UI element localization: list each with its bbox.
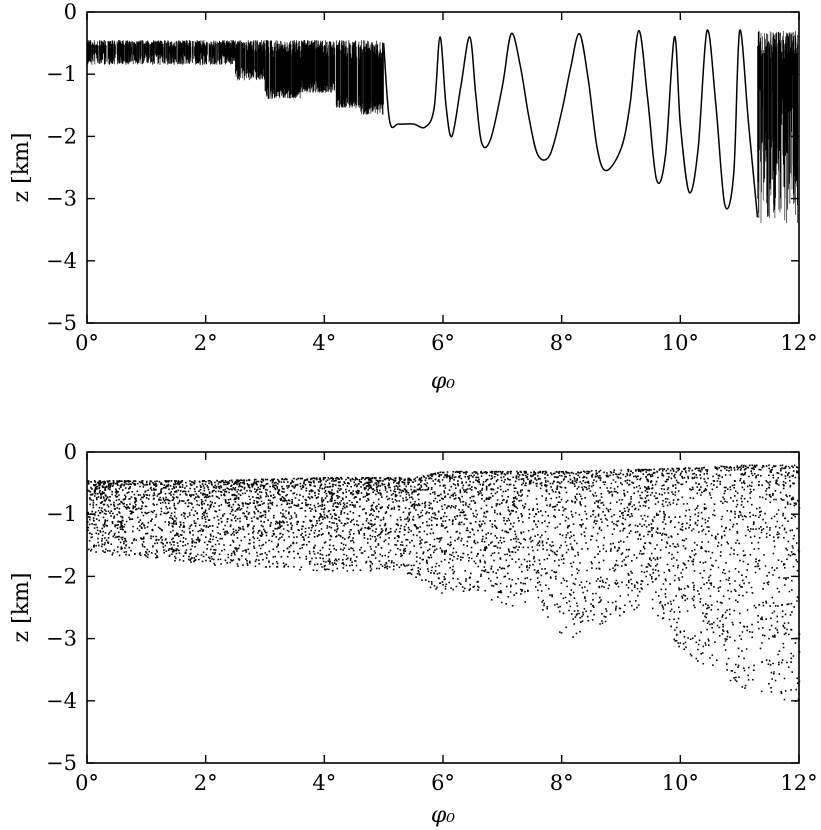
chaotic-tail [757, 30, 798, 224]
x-axis-label: φ₀ [431, 369, 455, 394]
y-tick-label: 0 [64, 440, 77, 464]
x-tick-label: 10° [662, 331, 699, 355]
x-tick-label: 0° [75, 331, 99, 355]
chaotic-band [86, 40, 384, 115]
y-tick-label: −1 [46, 502, 77, 526]
x-tick-label: 6° [431, 771, 455, 795]
y-tick-label: −4 [46, 689, 77, 713]
x-tick-label: 2° [194, 771, 218, 795]
y-tick-label: −2 [46, 124, 77, 148]
x-tick-label: 4° [312, 331, 336, 355]
y-axis-label: z [km] [9, 133, 34, 203]
x-tick-label: 2° [194, 331, 218, 355]
y-tick-label: −3 [46, 627, 77, 651]
y-tick-label: −2 [46, 564, 77, 588]
x-tick-label: 12° [780, 771, 817, 795]
y-axis-label: z [km] [9, 573, 34, 643]
x-axis-label: φ₀ [431, 803, 455, 828]
x-tick-label: 0° [75, 771, 99, 795]
series-line [382, 29, 759, 218]
y-tick-label: −4 [46, 249, 77, 273]
y-tick-label: −3 [46, 187, 77, 211]
scatter-points [87, 464, 801, 703]
y-tick-label: 0 [64, 0, 77, 24]
x-tick-label: 8° [550, 331, 574, 355]
top-chart: 0° 2° 4° 6° 8° 10° 12° 0 −1 −2 −3 −4 −5 φ₀ z [km] [9, 0, 818, 394]
y-tick-label: −5 [46, 311, 77, 335]
x-tick-label: 8° [550, 771, 574, 795]
x-tick-label: 10° [662, 771, 699, 795]
y-tick-label: −5 [46, 751, 77, 775]
x-tick-label: 4° [312, 771, 336, 795]
bottom-chart: 0° 2° 4° 6° 8° 10° 12° 0 −1 −2 −3 −4 −5 φ₀ z [km] [9, 440, 818, 828]
x-tick-label: 12° [780, 331, 817, 355]
y-tick-label: −1 [46, 62, 77, 86]
x-tick-label: 6° [431, 331, 455, 355]
